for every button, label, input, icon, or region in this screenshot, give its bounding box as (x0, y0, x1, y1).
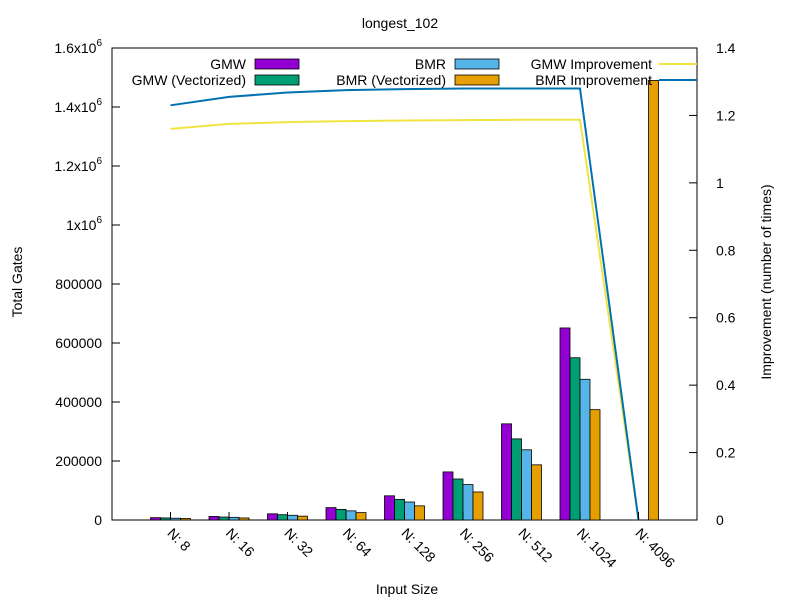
bar-bmr-vectorized-8 (648, 80, 659, 521)
y-tick-label: 1x106 (66, 215, 102, 233)
bar-bmr-vectorized-0 (180, 518, 191, 521)
y2-tick-label: 0.8 (716, 242, 736, 258)
y-tick-label: 600000 (55, 335, 102, 351)
plot-border (111, 47, 698, 521)
y-tick-label: 200000 (55, 453, 102, 469)
bar-gmw-4 (384, 495, 395, 521)
line-bmr-improvement (170, 87, 640, 521)
bar-bmr-vectorized-5 (472, 491, 484, 521)
y2-tick-label: 1 (716, 175, 724, 191)
bar-gmw-vectorized-4 (394, 498, 405, 521)
bar-bmr-7 (579, 378, 591, 521)
x-tick-label: N: 128 (398, 525, 439, 566)
y2-tick-label: 0.6 (716, 310, 736, 326)
x-tick-label: N: 1024 (574, 525, 620, 571)
bar-bmr-3 (345, 510, 357, 521)
bar-gmw-vectorized-3 (335, 508, 347, 521)
y-tick-label: 1.2x106 (54, 156, 102, 174)
lines-layer (170, 87, 640, 521)
x-tick-label: N: 64 (340, 525, 375, 560)
bar-bmr-0 (170, 517, 181, 521)
y2-tick-label: 1.4 (716, 40, 736, 56)
bar-gmw-vectorized-7 (569, 357, 581, 521)
bar-bmr-vectorized-2 (297, 515, 308, 521)
bar-gmw-3 (325, 507, 337, 521)
bar-bmr-6 (521, 449, 532, 521)
bar-gmw-7 (559, 327, 571, 521)
y-tick-exponent: 6 (96, 38, 102, 49)
y2-tick-label: 0 (716, 512, 724, 528)
legend-label: GMW Improvement (531, 56, 652, 72)
bar-bmr-vectorized-3 (355, 512, 367, 521)
legend-swatch (254, 58, 300, 70)
bar-bmr-2 (287, 514, 298, 521)
legend-swatch (454, 74, 500, 86)
y-tick-label: 1.4x106 (54, 97, 102, 115)
y-axis-label: Total Gates (9, 247, 25, 318)
bar-bmr-5 (462, 484, 474, 521)
chart-title: longest_102 (362, 15, 439, 31)
bar-bmr-1 (228, 516, 240, 521)
x-tick-label: N: 512 (515, 525, 556, 566)
y-tick-exponent: 6 (96, 215, 102, 226)
y-tick-exponent: 6 (96, 97, 102, 108)
bar-bmr-vectorized-1 (238, 517, 250, 521)
bar-bmr-4 (404, 501, 415, 521)
x-tick-label: N: 8 (164, 525, 194, 555)
y2-tick-label: 0.2 (716, 445, 736, 461)
legend-label: BMR (Vectorized) (336, 72, 446, 88)
x-tick-label: N: 4096 (632, 525, 678, 571)
x-tick-label: N: 256 (457, 525, 498, 566)
y-tick-label: 0 (94, 512, 102, 528)
line-gmw-improvement (170, 118, 640, 521)
x-tick-label: N: 16 (223, 525, 258, 560)
bar-gmw-vectorized-1 (218, 516, 230, 521)
legend-label: GMW (210, 56, 247, 72)
bar-gmw-2 (267, 513, 278, 521)
y-tick-label: 1.6x106 (54, 38, 102, 56)
legend-label: BMR Improvement (535, 72, 652, 88)
bar-bmr-vectorized-7 (589, 409, 601, 521)
legend-swatch (254, 74, 300, 86)
y2-tick-label: 0.4 (716, 377, 736, 393)
bar-bmr-vectorized-4 (414, 505, 425, 521)
bar-gmw-6 (501, 423, 512, 521)
bar-gmw-vectorized-2 (277, 514, 288, 521)
bar-gmw-vectorized-0 (160, 517, 171, 521)
x-axis-label: Input Size (376, 581, 438, 597)
bar-gmw-1 (208, 516, 220, 521)
legend-label: GMW (Vectorized) (132, 72, 246, 88)
y-tick-label: 400000 (55, 394, 102, 410)
bar-gmw-vectorized-6 (511, 438, 522, 521)
bar-bmr-vectorized-6 (531, 464, 542, 521)
bar-gmw-5 (442, 471, 454, 521)
plot-frame (111, 47, 698, 521)
bar-gmw-0 (150, 517, 161, 521)
legend-label: BMR (415, 56, 446, 72)
bar-gmw-vectorized-5 (452, 478, 464, 521)
legend-swatch (454, 58, 500, 70)
y2-tick-label: 1.2 (716, 107, 736, 123)
y-tick-label: 800000 (55, 276, 102, 292)
bars-layer (150, 80, 659, 521)
x-tick-label: N: 32 (281, 525, 316, 560)
y2-axis-label: Improvement (number of times) (758, 184, 774, 379)
y-tick-exponent: 6 (96, 156, 102, 167)
